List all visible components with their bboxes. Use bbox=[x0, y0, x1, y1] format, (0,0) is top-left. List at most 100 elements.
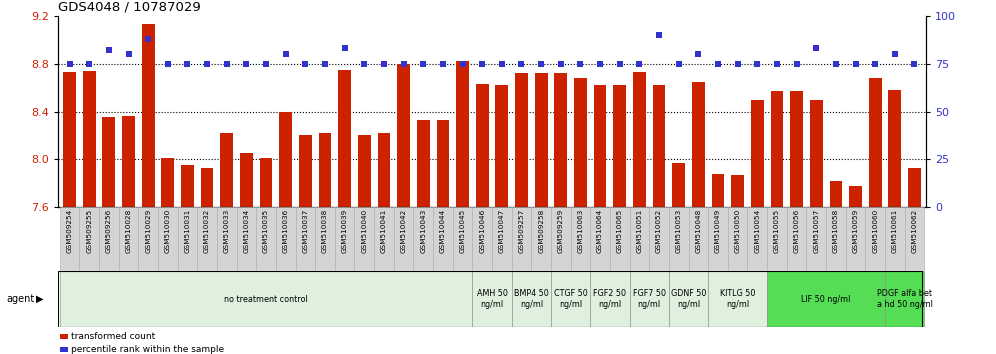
Bar bbox=[158, 207, 177, 271]
Bar bbox=[299, 136, 312, 207]
Bar bbox=[708, 207, 728, 271]
Text: GSM510037: GSM510037 bbox=[303, 209, 309, 253]
Bar bbox=[591, 271, 629, 327]
Point bbox=[769, 61, 785, 67]
Point bbox=[219, 61, 235, 67]
Bar bbox=[850, 185, 862, 207]
Bar bbox=[492, 207, 512, 271]
Text: GSM510055: GSM510055 bbox=[774, 209, 780, 253]
Text: ▶: ▶ bbox=[36, 294, 44, 304]
Point bbox=[553, 61, 569, 67]
Text: GSM509256: GSM509256 bbox=[106, 209, 112, 253]
Text: agent: agent bbox=[6, 294, 34, 304]
Point bbox=[612, 61, 627, 67]
Bar bbox=[319, 133, 332, 207]
Bar bbox=[692, 82, 705, 207]
Point bbox=[375, 61, 391, 67]
Text: KITLG 50
ng/ml: KITLG 50 ng/ml bbox=[720, 289, 755, 309]
Bar bbox=[728, 207, 747, 271]
Bar bbox=[629, 271, 669, 327]
Text: GSM510059: GSM510059 bbox=[853, 209, 859, 253]
Bar bbox=[80, 207, 99, 271]
Bar bbox=[358, 136, 371, 207]
Bar bbox=[119, 207, 138, 271]
Text: GSM509259: GSM509259 bbox=[558, 209, 564, 253]
Text: GSM510061: GSM510061 bbox=[891, 209, 897, 253]
Bar bbox=[807, 207, 826, 271]
Point bbox=[298, 61, 314, 67]
Text: GSM510034: GSM510034 bbox=[243, 209, 249, 253]
Text: GSM510046: GSM510046 bbox=[479, 209, 485, 253]
Bar bbox=[515, 73, 528, 207]
Point bbox=[101, 47, 117, 53]
Text: GSM510065: GSM510065 bbox=[617, 209, 622, 253]
Text: GSM510032: GSM510032 bbox=[204, 209, 210, 253]
Bar bbox=[652, 85, 665, 207]
Bar bbox=[591, 207, 610, 271]
Text: GSM510036: GSM510036 bbox=[283, 209, 289, 253]
Bar bbox=[888, 90, 901, 207]
Point bbox=[474, 61, 490, 67]
Text: GSM510054: GSM510054 bbox=[754, 209, 760, 253]
Bar bbox=[260, 158, 273, 207]
Bar bbox=[767, 271, 885, 327]
Bar bbox=[708, 271, 767, 327]
Point bbox=[670, 61, 686, 67]
Text: GSM509257: GSM509257 bbox=[519, 209, 525, 253]
Bar bbox=[237, 207, 256, 271]
Bar bbox=[99, 207, 119, 271]
Bar bbox=[374, 207, 393, 271]
Text: GSM510063: GSM510063 bbox=[578, 209, 584, 253]
Bar bbox=[315, 207, 335, 271]
Bar bbox=[787, 207, 807, 271]
Bar bbox=[141, 24, 154, 207]
Bar bbox=[531, 207, 551, 271]
Bar bbox=[571, 207, 591, 271]
Point bbox=[82, 61, 98, 67]
Bar bbox=[476, 84, 489, 207]
Bar bbox=[60, 334, 68, 339]
Bar bbox=[594, 85, 607, 207]
Point bbox=[573, 61, 589, 67]
Point bbox=[690, 51, 706, 57]
Text: GSM510035: GSM510035 bbox=[263, 209, 269, 253]
Bar bbox=[240, 153, 253, 207]
Text: GSM510033: GSM510033 bbox=[224, 209, 230, 253]
Text: GSM510030: GSM510030 bbox=[164, 209, 170, 253]
Bar bbox=[453, 207, 472, 271]
Bar bbox=[846, 207, 866, 271]
Bar bbox=[181, 165, 194, 207]
Text: FGF7 50
ng/ml: FGF7 50 ng/ml bbox=[632, 289, 665, 309]
Point bbox=[710, 61, 726, 67]
Text: GSM510043: GSM510043 bbox=[420, 209, 426, 253]
Text: GSM510064: GSM510064 bbox=[597, 209, 604, 253]
Bar bbox=[672, 163, 685, 207]
Text: GSM509258: GSM509258 bbox=[538, 209, 544, 253]
Bar bbox=[63, 72, 76, 207]
Point bbox=[593, 61, 609, 67]
Bar bbox=[649, 207, 669, 271]
Bar bbox=[436, 120, 449, 207]
Point bbox=[886, 51, 902, 57]
Bar bbox=[810, 99, 823, 207]
Point bbox=[454, 61, 470, 67]
Text: GSM510050: GSM510050 bbox=[735, 209, 741, 253]
Point bbox=[179, 61, 195, 67]
Point bbox=[199, 61, 215, 67]
Bar bbox=[555, 73, 567, 207]
Bar bbox=[83, 71, 96, 207]
Bar bbox=[669, 207, 688, 271]
Point bbox=[533, 61, 549, 67]
Point bbox=[789, 61, 805, 67]
Text: GSM510048: GSM510048 bbox=[695, 209, 701, 253]
Text: GSM510028: GSM510028 bbox=[125, 209, 131, 253]
Text: GSM510039: GSM510039 bbox=[342, 209, 348, 253]
Bar bbox=[138, 207, 158, 271]
Point bbox=[121, 51, 136, 57]
Point bbox=[868, 61, 883, 67]
Bar bbox=[512, 207, 531, 271]
Bar bbox=[790, 91, 803, 207]
Point bbox=[140, 36, 156, 42]
Bar bbox=[296, 207, 315, 271]
Bar bbox=[103, 118, 116, 207]
